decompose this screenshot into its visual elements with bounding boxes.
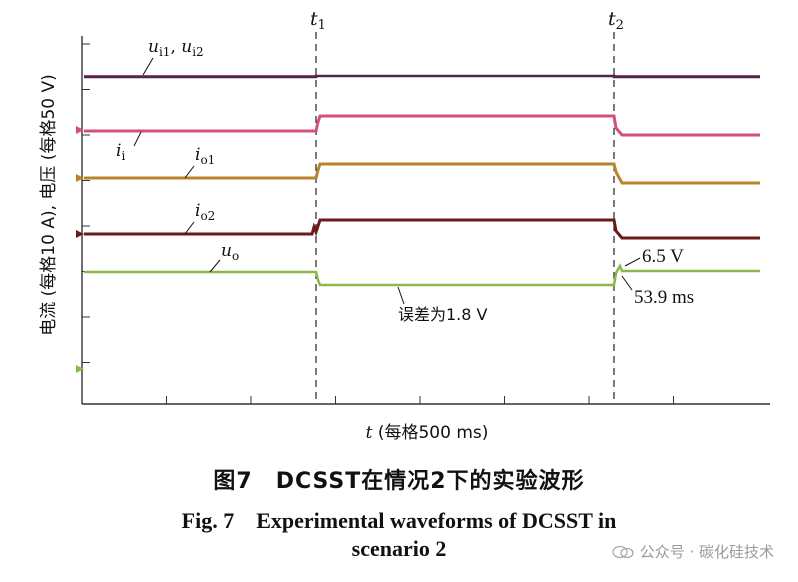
label-ii: ii [116, 141, 125, 163]
x-axis-ticks [166, 396, 674, 404]
y-axis-ticks [82, 43, 90, 363]
ch-marker-io2 [76, 230, 84, 238]
leader-io2 [184, 221, 195, 235]
leader-io1 [184, 165, 195, 179]
x-axis-label: t (每格500 ms) [366, 423, 489, 443]
t2-label: t2 [608, 8, 624, 33]
trace-uo [84, 263, 760, 287]
label-uo: uo [221, 241, 239, 263]
leader-ii [133, 131, 142, 147]
caption-english-line1: Fig. 7 Experimental waveforms of DCSST i… [181, 508, 617, 533]
annotation-settle: 53.9 ms [634, 287, 694, 308]
annotation-error: 误差为1.8 V [398, 305, 488, 324]
ch-marker-io1 [76, 174, 84, 182]
leader-overshoot [624, 257, 641, 267]
caption-chinese: 图7 DCSST在情况2下的实验波形 [213, 469, 585, 494]
wechat-icon [612, 545, 634, 558]
y-axis-label: 电流 (每格10 A), 电压 (每格50 V) [39, 74, 59, 335]
caption-english-line2: scenario 2 [351, 536, 447, 561]
label-io2: io2 [195, 201, 215, 223]
leader-ui [142, 57, 154, 76]
trace-ui-b [84, 74, 760, 79]
trace-io1 [84, 162, 760, 185]
watermark-text: 公众号 · 碳化硅技术 [639, 543, 774, 561]
leader-uo [209, 259, 221, 273]
t1-label: t1 [310, 8, 326, 33]
annotation-overshoot: 6.5 V [642, 246, 684, 267]
watermark: 公众号 · 碳化硅技术 [612, 541, 774, 562]
leader-settle [621, 275, 633, 291]
ch-marker-ii [76, 126, 84, 134]
label-io1: io1 [195, 145, 215, 167]
trace-ii [84, 114, 760, 137]
label-ui: ui1, ui2 [148, 37, 204, 59]
leader-error [397, 286, 405, 305]
trace-io2 [84, 218, 760, 240]
ch-marker-uo [76, 365, 84, 373]
